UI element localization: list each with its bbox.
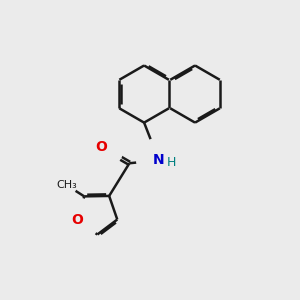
Text: O: O <box>71 213 83 227</box>
Circle shape <box>79 125 124 169</box>
Circle shape <box>55 198 99 242</box>
Text: O: O <box>95 140 107 154</box>
Circle shape <box>137 138 181 182</box>
Circle shape <box>60 178 76 194</box>
Text: N: N <box>153 153 165 167</box>
Text: CH₃: CH₃ <box>56 181 77 190</box>
Text: H: H <box>167 156 176 169</box>
